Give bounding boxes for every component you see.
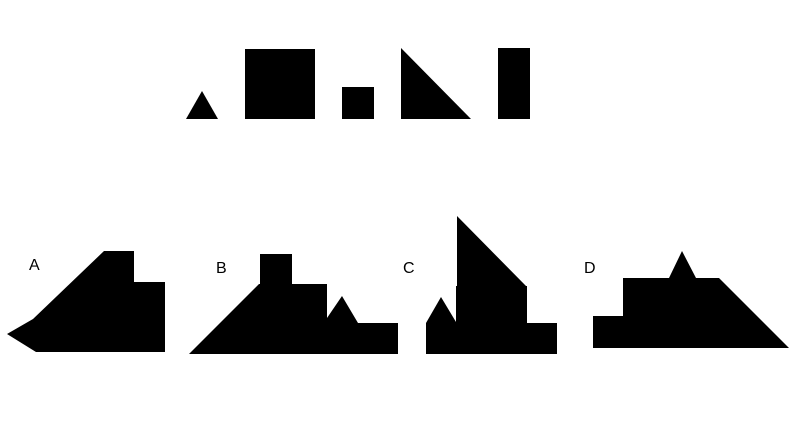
option-c-label[interactable]: C (403, 261, 415, 277)
option-a-label[interactable]: A (29, 258, 40, 274)
option-d-label[interactable]: D (584, 261, 596, 277)
tall-rectangle-piece (498, 48, 530, 119)
large-square-piece (245, 49, 315, 119)
option-d-silhouette (593, 251, 789, 348)
option-c-silhouette (426, 216, 557, 354)
option-b-label[interactable]: B (216, 261, 227, 277)
option-d-shape[interactable] (593, 251, 789, 348)
right-triangle-piece (401, 48, 471, 119)
option-c-shape[interactable] (426, 216, 557, 354)
small-triangle-piece (186, 91, 218, 119)
small-square-piece (342, 87, 374, 119)
pieces-row (186, 48, 530, 119)
